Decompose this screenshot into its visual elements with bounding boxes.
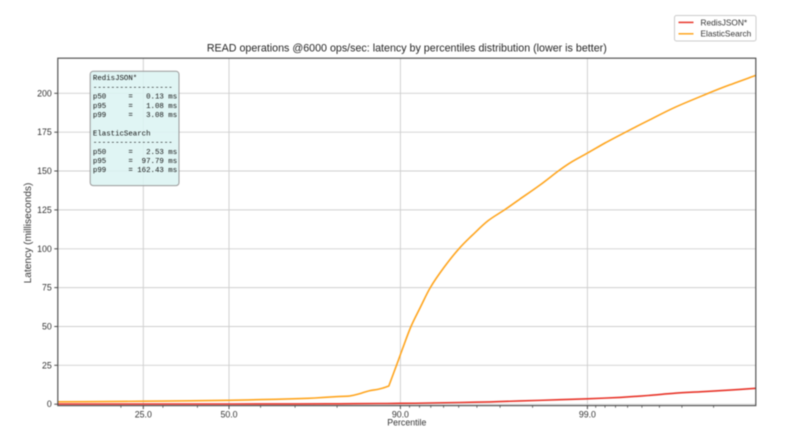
svg-text:RedisJSON*: RedisJSON* <box>93 75 137 83</box>
svg-text:Latency (milliseconds): Latency (milliseconds) <box>23 183 34 284</box>
svg-text:RedisJSON*: RedisJSON* <box>701 17 748 27</box>
svg-text:25: 25 <box>42 360 52 370</box>
svg-text:p95 = 1.08 ms: p95 = 1.08 ms <box>93 103 177 111</box>
svg-text:Percentile: Percentile <box>387 418 426 428</box>
svg-text:100: 100 <box>37 244 52 254</box>
svg-text:------------------: ------------------ <box>93 140 173 148</box>
svg-text:ElasticSearch: ElasticSearch <box>701 29 752 39</box>
svg-text:p95 = 97.79 ms: p95 = 97.79 ms <box>93 158 177 166</box>
svg-text:200: 200 <box>37 88 52 98</box>
svg-text:p50 = 2.53 ms: p50 = 2.53 ms <box>93 149 177 157</box>
svg-text:90.0: 90.0 <box>392 409 409 419</box>
svg-text:125: 125 <box>37 205 52 215</box>
svg-text:READ operations @6000 ops/sec:: READ operations @6000 ops/sec: latency b… <box>207 43 607 55</box>
svg-text:150: 150 <box>37 166 52 176</box>
svg-text:99.0: 99.0 <box>579 409 596 419</box>
svg-text:------------------: ------------------ <box>93 84 173 92</box>
svg-text:p99 = 3.08 ms: p99 = 3.08 ms <box>93 112 177 120</box>
svg-text:25.0: 25.0 <box>135 409 152 419</box>
svg-text:ElasticSearch: ElasticSearch <box>93 130 151 138</box>
svg-text:50: 50 <box>42 322 52 332</box>
svg-text:50.0: 50.0 <box>220 409 237 419</box>
svg-text:75: 75 <box>42 283 52 293</box>
svg-text:p99 = 162.43 ms: p99 = 162.43 ms <box>93 167 177 175</box>
svg-text:p50 = 0.13 ms: p50 = 0.13 ms <box>93 94 177 102</box>
svg-text:0: 0 <box>47 399 52 409</box>
svg-text:175: 175 <box>37 127 52 137</box>
